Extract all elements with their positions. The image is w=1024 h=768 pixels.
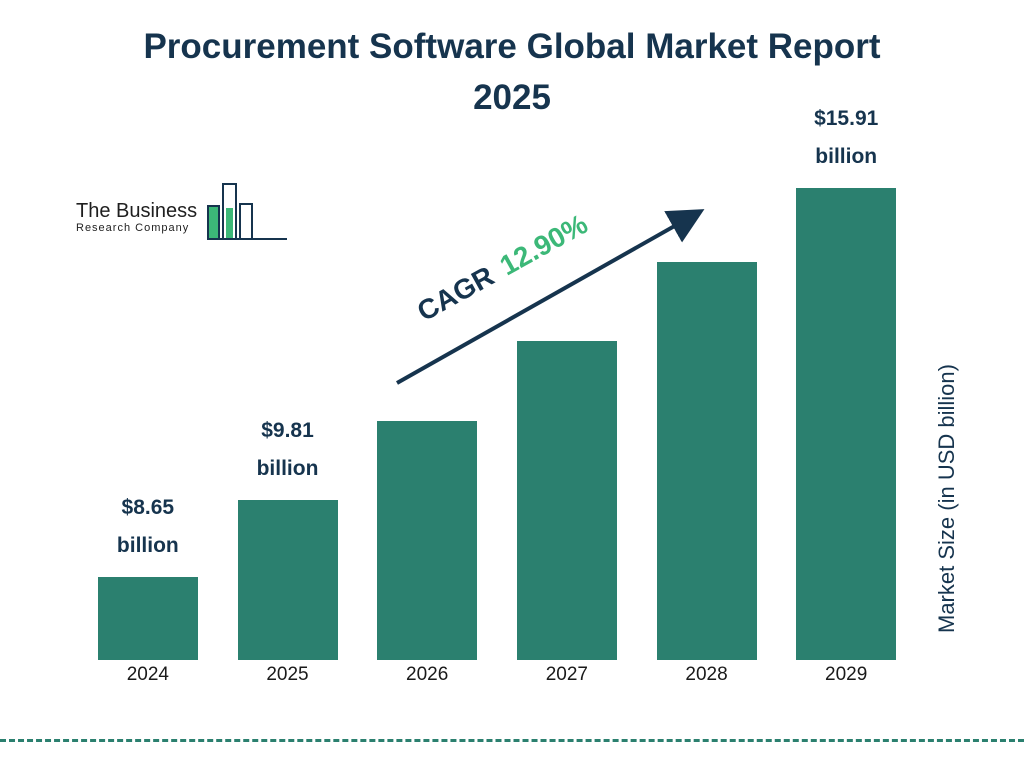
bar-value-amount: $9.81 (261, 419, 314, 443)
x-axis-label-2028: 2028 (685, 664, 728, 685)
logo-name: The Business (76, 200, 198, 222)
bar-value-amount: $8.65 (121, 496, 175, 520)
bar-value-amount: $15.91 (814, 107, 879, 130)
bar-column (357, 100, 497, 660)
bar-2028 (656, 262, 757, 660)
bar-value-label: $9.81 billion (257, 412, 319, 488)
bar-value-label: $15.91 billion (814, 100, 878, 176)
bar-column: $15.91 billion (776, 100, 916, 660)
bar-chart: $8.65 billion $9.81 billion $15.91 billion (78, 100, 916, 660)
bar-2027 (516, 341, 617, 660)
title-line1: Procurement Software Global Market Repor… (143, 27, 881, 66)
x-axis-label-2025: 2025 (266, 664, 309, 685)
bar-value-unit: billion (256, 457, 319, 481)
bar-2029 (796, 187, 897, 660)
bar-2024 (97, 577, 198, 660)
x-axis-labels: 2024 2025 2026 2027 2028 2029 (78, 664, 916, 686)
company-logo: The Business Research Company (76, 180, 289, 246)
bottom-dashed-divider (0, 739, 1024, 742)
bar-value-label: $8.65 billion (117, 489, 179, 565)
bar-value-unit: billion (815, 144, 878, 168)
x-axis-label-2024: 2024 (126, 664, 169, 685)
y-axis-title: Market Size (in USD billion) (934, 364, 959, 634)
x-axis-label-2029: 2029 (825, 664, 868, 685)
bar-column (497, 100, 637, 660)
logo-text: The Business Research Company (76, 200, 197, 234)
bar-2026 (377, 421, 478, 660)
bar-column: $8.65 billion (78, 100, 218, 660)
logo-subname: Research Company (76, 222, 190, 234)
bar-column (637, 100, 777, 660)
page-title: Procurement Software Global Market Repor… (0, 22, 1024, 124)
bar-2025 (237, 500, 338, 660)
bar-column: $9.81 billion (218, 100, 358, 660)
title-line2: 2025 (473, 77, 551, 117)
x-axis-label-2027: 2027 (545, 664, 588, 685)
bar-value-unit: billion (116, 534, 179, 558)
logo-bars-icon (207, 183, 288, 240)
x-axis-label-2026: 2026 (406, 664, 449, 685)
